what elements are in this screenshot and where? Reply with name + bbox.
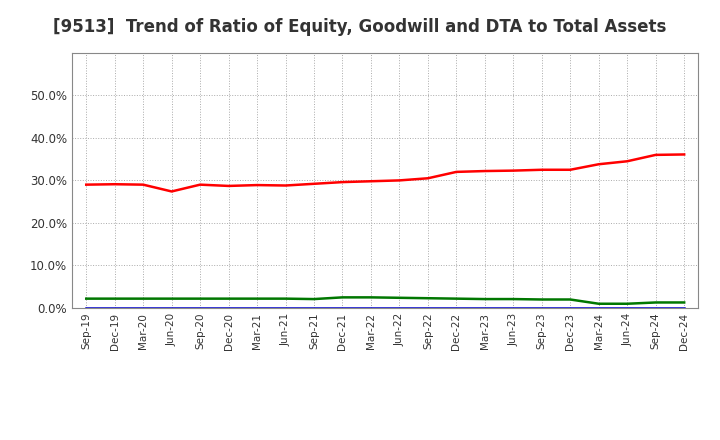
Equity — [423, 176, 432, 181]
Goodwill — [509, 305, 518, 311]
Deferred Tax Assets — [310, 297, 318, 302]
Deferred Tax Assets — [139, 296, 148, 301]
Equity — [395, 178, 404, 183]
Equity — [225, 183, 233, 189]
Goodwill — [167, 305, 176, 311]
Deferred Tax Assets — [423, 296, 432, 301]
Goodwill — [282, 305, 290, 311]
Goodwill — [366, 305, 375, 311]
Goodwill — [253, 305, 261, 311]
Equity — [196, 182, 204, 187]
Deferred Tax Assets — [595, 301, 603, 306]
Goodwill — [310, 305, 318, 311]
Deferred Tax Assets — [167, 296, 176, 301]
Deferred Tax Assets — [338, 295, 347, 300]
Goodwill — [480, 305, 489, 311]
Goodwill — [652, 305, 660, 311]
Deferred Tax Assets — [110, 296, 119, 301]
Equity — [452, 169, 461, 175]
Deferred Tax Assets — [196, 296, 204, 301]
Text: [9513]  Trend of Ratio of Equity, Goodwill and DTA to Total Assets: [9513] Trend of Ratio of Equity, Goodwil… — [53, 18, 667, 36]
Equity — [595, 161, 603, 167]
Goodwill — [395, 305, 404, 311]
Deferred Tax Assets — [452, 296, 461, 301]
Goodwill — [595, 305, 603, 311]
Equity — [110, 182, 119, 187]
Equity — [623, 159, 631, 164]
Goodwill — [680, 305, 688, 311]
Line: Equity: Equity — [86, 154, 684, 191]
Deferred Tax Assets — [623, 301, 631, 306]
Deferred Tax Assets — [566, 297, 575, 302]
Goodwill — [338, 305, 347, 311]
Deferred Tax Assets — [509, 297, 518, 302]
Goodwill — [225, 305, 233, 311]
Deferred Tax Assets — [225, 296, 233, 301]
Goodwill — [423, 305, 432, 311]
Equity — [253, 183, 261, 188]
Deferred Tax Assets — [537, 297, 546, 302]
Equity — [509, 168, 518, 173]
Equity — [167, 189, 176, 194]
Deferred Tax Assets — [652, 300, 660, 305]
Goodwill — [110, 305, 119, 311]
Deferred Tax Assets — [366, 295, 375, 300]
Line: Deferred Tax Assets: Deferred Tax Assets — [86, 297, 684, 304]
Goodwill — [566, 305, 575, 311]
Equity — [652, 152, 660, 158]
Goodwill — [537, 305, 546, 311]
Equity — [282, 183, 290, 188]
Goodwill — [623, 305, 631, 311]
Deferred Tax Assets — [395, 295, 404, 301]
Goodwill — [139, 305, 148, 311]
Equity — [366, 179, 375, 184]
Goodwill — [82, 305, 91, 311]
Equity — [537, 167, 546, 172]
Deferred Tax Assets — [253, 296, 261, 301]
Equity — [480, 169, 489, 174]
Equity — [139, 182, 148, 187]
Equity — [338, 180, 347, 185]
Deferred Tax Assets — [282, 296, 290, 301]
Equity — [680, 152, 688, 157]
Equity — [310, 181, 318, 187]
Equity — [82, 182, 91, 187]
Deferred Tax Assets — [82, 296, 91, 301]
Goodwill — [452, 305, 461, 311]
Goodwill — [196, 305, 204, 311]
Deferred Tax Assets — [680, 300, 688, 305]
Equity — [566, 167, 575, 172]
Deferred Tax Assets — [480, 297, 489, 302]
